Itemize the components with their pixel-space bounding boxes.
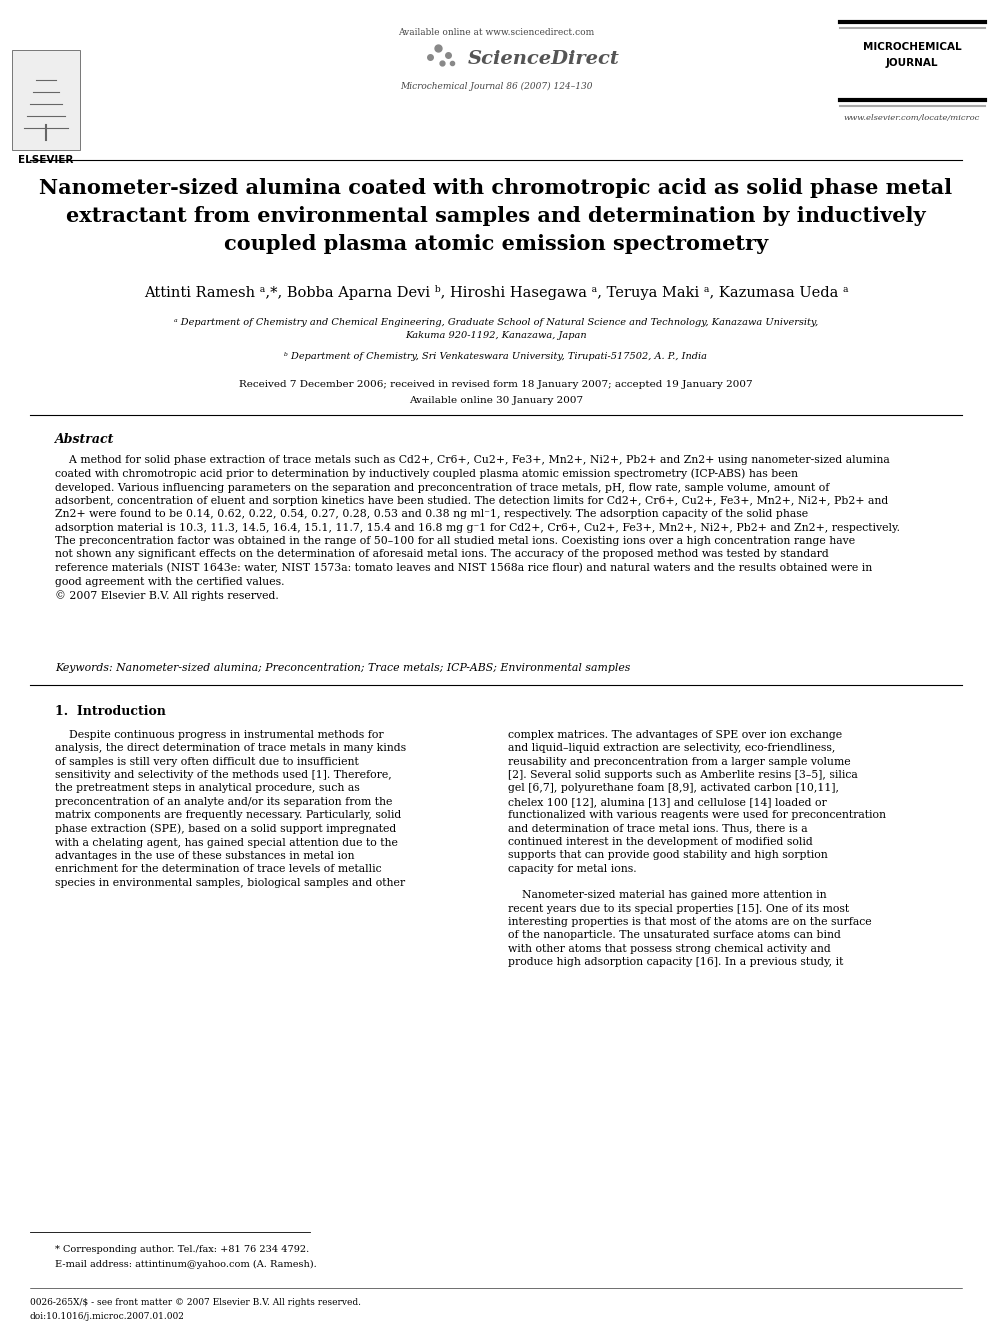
Text: Available online 30 January 2007: Available online 30 January 2007 <box>409 396 583 405</box>
Text: Attinti Ramesh ᵃ,*, Bobba Aparna Devi ᵇ, Hiroshi Hasegawa ᵃ, Teruya Maki ᵃ, Kazu: Attinti Ramesh ᵃ,*, Bobba Aparna Devi ᵇ,… <box>144 284 848 300</box>
Text: Available online at www.sciencedirect.com: Available online at www.sciencedirect.co… <box>398 28 594 37</box>
Text: Received 7 December 2006; received in revised form 18 January 2007; accepted 19 : Received 7 December 2006; received in re… <box>239 380 753 389</box>
Text: ᵇ Department of Chemistry, Sri Venkateswara University, Tirupati-517502, A. P., : ᵇ Department of Chemistry, Sri Venkatesw… <box>285 352 707 361</box>
Text: E-mail address: attintinum@yahoo.com (A. Ramesh).: E-mail address: attintinum@yahoo.com (A.… <box>55 1259 316 1269</box>
Text: ScienceDirect: ScienceDirect <box>468 50 620 67</box>
Text: Abstract: Abstract <box>55 433 114 446</box>
Text: * Corresponding author. Tel./fax: +81 76 234 4792.: * Corresponding author. Tel./fax: +81 76… <box>55 1245 310 1254</box>
Text: Nanometer-sized alumina coated with chromotropic acid as solid phase metal
extra: Nanometer-sized alumina coated with chro… <box>40 179 952 254</box>
FancyBboxPatch shape <box>12 50 80 149</box>
Text: complex matrices. The advantages of SPE over ion exchange
and liquid–liquid extr: complex matrices. The advantages of SPE … <box>508 730 886 967</box>
Text: MICROCHEMICAL: MICROCHEMICAL <box>863 42 961 52</box>
Text: ᵃ Department of Chemistry and Chemical Engineering, Graduate School of Natural S: ᵃ Department of Chemistry and Chemical E… <box>174 318 818 340</box>
Text: Keywords: Nanometer-sized alumina; Preconcentration; Trace metals; ICP-ABS; Envi: Keywords: Nanometer-sized alumina; Preco… <box>55 663 630 673</box>
Text: ELSEVIER: ELSEVIER <box>18 155 73 165</box>
Text: A method for solid phase extraction of trace metals such as Cd2+, Cr6+, Cu2+, Fe: A method for solid phase extraction of t… <box>55 455 900 601</box>
Text: www.elsevier.com/locate/microc: www.elsevier.com/locate/microc <box>844 114 980 122</box>
Text: Despite continuous progress in instrumental methods for
analysis, the direct det: Despite continuous progress in instrumen… <box>55 730 406 888</box>
Text: JOURNAL: JOURNAL <box>886 58 938 67</box>
Text: doi:10.1016/j.microc.2007.01.002: doi:10.1016/j.microc.2007.01.002 <box>30 1312 185 1320</box>
Text: 0026-265X/$ - see front matter © 2007 Elsevier B.V. All rights reserved.: 0026-265X/$ - see front matter © 2007 El… <box>30 1298 361 1307</box>
Text: 1.  Introduction: 1. Introduction <box>55 705 166 718</box>
Text: Microchemical Journal 86 (2007) 124–130: Microchemical Journal 86 (2007) 124–130 <box>400 82 592 91</box>
